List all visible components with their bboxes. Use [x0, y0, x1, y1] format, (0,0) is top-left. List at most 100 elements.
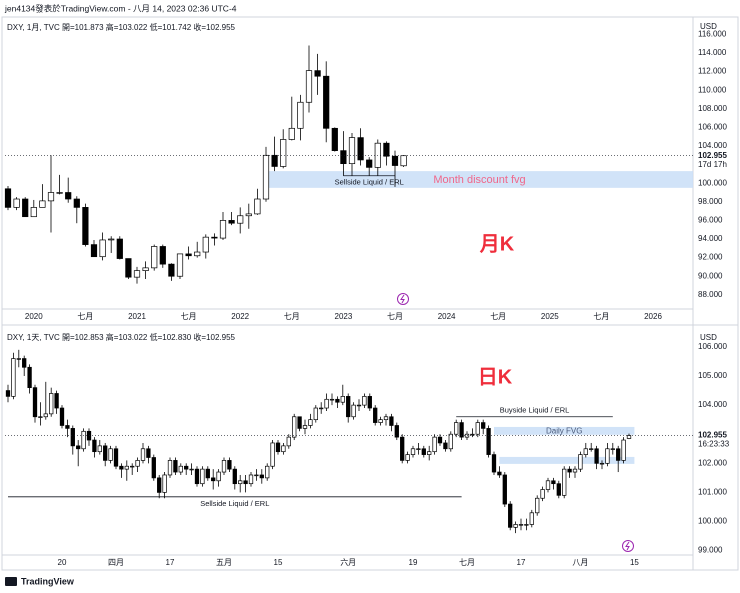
- candle-body: [394, 425, 399, 438]
- candle-body: [194, 251, 201, 257]
- candle-body: [567, 468, 572, 473]
- candle-body: [400, 155, 407, 167]
- x-tick-label: 七月: [77, 312, 93, 321]
- candle-body: [140, 448, 146, 461]
- candle-body: [302, 425, 308, 429]
- candle-body: [254, 474, 259, 477]
- candle-body: [292, 416, 297, 438]
- y-tick-label: 116.000: [698, 29, 727, 38]
- x-tick-label: 2023: [335, 312, 353, 321]
- candle-body: [513, 524, 518, 528]
- candle-body: [340, 396, 345, 403]
- y-tick-label: 92.000: [698, 253, 723, 262]
- price-tag: [694, 430, 734, 450]
- candle-body: [262, 154, 270, 200]
- candle-body: [470, 433, 475, 436]
- y-tick-label: 100.000: [698, 178, 727, 187]
- candle-body: [383, 416, 389, 421]
- candle-body: [176, 253, 184, 277]
- candle-body: [22, 358, 27, 368]
- candle-body: [502, 474, 507, 505]
- liquidity-label: Sellside Liquid / ERL: [200, 499, 269, 508]
- y-tick-label: 114.000: [698, 48, 727, 57]
- candle-body: [340, 150, 347, 165]
- candle-body: [545, 480, 551, 490]
- x-tick-label: 七月: [459, 558, 475, 567]
- candle-body: [286, 436, 291, 447]
- candle-body: [47, 192, 55, 202]
- candle-body: [374, 142, 381, 168]
- candle-body: [367, 396, 372, 409]
- candle-body: [491, 454, 497, 473]
- candle-body: [313, 407, 318, 421]
- candle-body: [159, 246, 166, 265]
- candle-body: [626, 435, 632, 439]
- x-tick-label: 七月: [490, 312, 506, 321]
- candle-body: [173, 460, 178, 473]
- x-tick-label: 七月: [284, 312, 300, 321]
- candle-body: [265, 465, 270, 479]
- candle-body: [605, 448, 610, 464]
- logo-mark: [5, 577, 17, 586]
- candle-body: [583, 448, 588, 455]
- candle-body: [475, 422, 480, 435]
- candle-body: [13, 198, 20, 208]
- frame: [1, 16, 739, 571]
- candle-body: [124, 465, 129, 470]
- candle-body: [237, 215, 244, 224]
- y-tick-label: 88.000: [698, 290, 723, 299]
- candle-body: [405, 454, 410, 461]
- price-tag-label: 102.955: [698, 151, 727, 160]
- candle-body: [610, 448, 615, 450]
- candle-body: [189, 468, 194, 471]
- candle-body: [594, 448, 599, 464]
- candle-body: [481, 422, 486, 429]
- candle-body: [119, 465, 124, 470]
- x-tick-label: 19: [409, 558, 418, 567]
- candle-body: [27, 366, 32, 389]
- candle-body: [308, 419, 313, 426]
- candle-body: [329, 398, 335, 401]
- candle-body: [108, 238, 115, 241]
- candle-body: [221, 460, 227, 473]
- candle-body: [391, 155, 399, 166]
- liquidity-label: Sellside Liquid / ERL: [335, 178, 404, 187]
- y-tick-label: 94.000: [698, 234, 723, 243]
- candle-body: [232, 468, 237, 485]
- candle-body: [280, 139, 287, 167]
- y-tick-label: 100.000: [698, 517, 727, 526]
- candle-body: [410, 448, 416, 455]
- events-icon[interactable]: [622, 540, 634, 552]
- candle-body: [416, 448, 421, 450]
- event-bolt: [400, 294, 405, 304]
- event-circle: [622, 540, 634, 552]
- candle-body: [378, 419, 383, 423]
- event-circle: [397, 293, 409, 305]
- x-tick-label: 八月: [572, 558, 588, 567]
- x-tick-label: 七月: [387, 312, 403, 321]
- candle-body: [5, 390, 11, 397]
- candle-body: [383, 142, 390, 157]
- candle-body: [70, 428, 75, 447]
- x-tick-label: 2020: [25, 312, 43, 321]
- candle-body: [38, 416, 43, 418]
- candle-body: [443, 442, 448, 450]
- events-icon[interactable]: [397, 293, 409, 305]
- candle-body: [578, 454, 583, 470]
- candle-body: [589, 448, 594, 450]
- x-tick-label: 15: [630, 558, 639, 567]
- candle-body: [616, 448, 621, 461]
- x-tick-label: 七月: [181, 312, 197, 321]
- candle-body: [275, 442, 281, 453]
- candle-body: [130, 465, 135, 468]
- candle-body: [305, 70, 313, 103]
- candle-body: [556, 483, 561, 496]
- candle-body: [373, 407, 378, 423]
- x-tick-label: 15: [274, 558, 283, 567]
- y-tick-label: 105.000: [698, 371, 727, 380]
- y-tick-label: 108.000: [698, 104, 727, 113]
- candle-body: [535, 497, 540, 514]
- candle-body: [211, 236, 218, 239]
- candle-body: [65, 425, 70, 429]
- candle-body: [92, 439, 97, 453]
